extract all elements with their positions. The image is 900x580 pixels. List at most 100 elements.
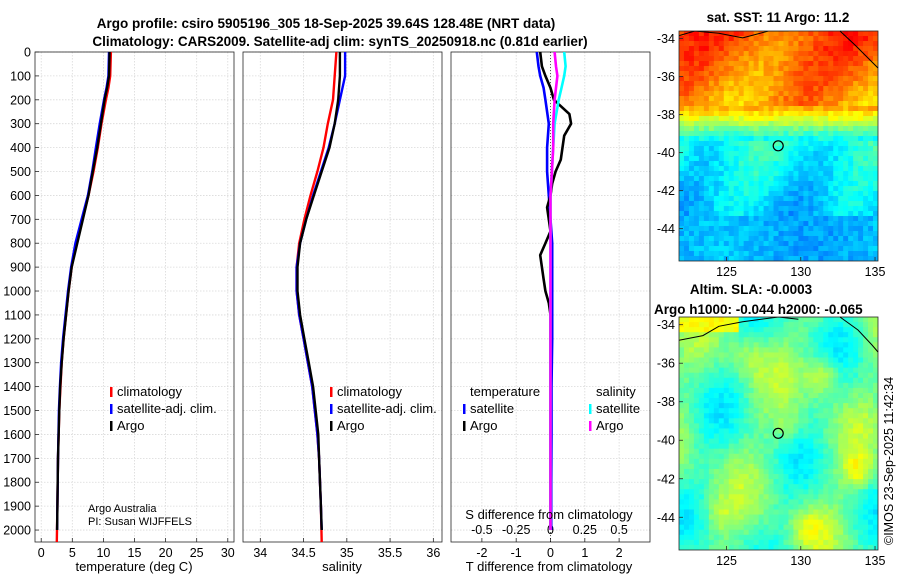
map-cell <box>858 56 864 62</box>
map-cell <box>853 46 859 52</box>
map-cell <box>733 236 740 242</box>
map-cell <box>808 529 814 536</box>
map-cell <box>693 317 700 323</box>
map-cell <box>708 453 715 460</box>
map-cell <box>753 484 760 490</box>
map-cell <box>728 256 735 261</box>
map-cell <box>703 81 710 87</box>
map-cell <box>858 171 864 177</box>
map-cell <box>873 131 878 137</box>
map-cell <box>873 46 878 52</box>
map-cell <box>838 246 844 252</box>
map-cell <box>873 226 878 232</box>
map-cell <box>778 211 784 217</box>
map-cell <box>818 56 824 62</box>
map-cell <box>843 367 849 374</box>
map-cell <box>683 387 690 394</box>
map-cell <box>703 191 710 197</box>
map-cell <box>788 332 794 338</box>
map-cell <box>768 101 774 107</box>
map-cell <box>818 327 824 333</box>
map-cell <box>743 141 750 147</box>
s-tick-label: -0.25 <box>502 523 531 537</box>
map-cell <box>768 41 774 47</box>
map-cell <box>858 428 864 434</box>
map-cell <box>753 372 760 379</box>
map-cell <box>763 534 769 541</box>
map-cell <box>748 136 755 142</box>
map-cell <box>758 529 764 536</box>
map-cell <box>828 36 834 42</box>
map-cell <box>833 499 839 505</box>
map-cell <box>733 116 740 122</box>
map-cell <box>813 367 819 374</box>
map-cell <box>728 367 735 374</box>
map-cell <box>873 519 878 526</box>
map-cell <box>703 41 710 47</box>
map-cell <box>728 544 735 550</box>
map-cell <box>683 61 690 67</box>
map-cell <box>768 161 774 167</box>
map-cell <box>753 221 760 227</box>
map-cell <box>763 196 769 202</box>
map-cell <box>833 121 839 127</box>
map-cell <box>693 106 700 112</box>
map-cell <box>713 46 720 52</box>
map-cell <box>843 443 849 450</box>
map-cell <box>813 317 819 323</box>
map-cell <box>808 91 814 97</box>
map-cell <box>758 131 764 137</box>
map-cell <box>873 423 878 429</box>
map-cell <box>768 106 774 112</box>
map-cell <box>773 86 779 92</box>
map-cell <box>828 408 834 414</box>
map-cell <box>828 121 834 127</box>
map-cell <box>758 342 764 348</box>
map-cell <box>763 347 769 353</box>
map-cell <box>773 403 779 409</box>
map-cell <box>703 519 710 526</box>
map-cell <box>773 71 779 77</box>
map-cell <box>843 241 849 247</box>
map-cell <box>763 166 769 172</box>
map-cell <box>753 327 760 333</box>
map-cell <box>708 241 715 247</box>
map-cell <box>768 474 774 480</box>
map-cell <box>753 196 760 202</box>
map-cell <box>873 448 878 455</box>
map-cell <box>679 111 685 117</box>
map-cell <box>863 479 869 485</box>
map-cell <box>853 41 859 47</box>
map-cell <box>848 196 854 202</box>
map-cell <box>808 514 814 521</box>
map-cell <box>843 494 849 500</box>
map-cell <box>813 126 819 132</box>
map-cell <box>818 337 824 343</box>
map-cell <box>679 246 685 252</box>
map-cell <box>733 121 740 127</box>
map-cell <box>713 121 720 127</box>
map-cell <box>728 382 735 389</box>
map-cell <box>788 86 794 92</box>
map-cell <box>738 382 745 389</box>
map-cell <box>708 539 715 546</box>
map-y-tick-label: -36 <box>657 70 675 84</box>
map-cell <box>733 186 740 192</box>
map-cell <box>853 332 859 338</box>
map-cell <box>818 322 824 328</box>
map-cell <box>803 81 809 87</box>
map-cell <box>738 352 745 358</box>
map-cell <box>833 46 839 52</box>
map-cell <box>743 51 750 57</box>
map-cell <box>718 256 725 261</box>
map-cell <box>708 448 715 455</box>
map-cell <box>768 46 774 52</box>
map-cell <box>808 111 814 117</box>
map-cell <box>818 126 824 132</box>
map-cell <box>838 408 844 414</box>
map-cell <box>688 206 695 212</box>
map-cell <box>738 191 745 197</box>
map-cell <box>703 468 710 475</box>
map-cell <box>768 81 774 87</box>
map-cell <box>708 524 715 531</box>
